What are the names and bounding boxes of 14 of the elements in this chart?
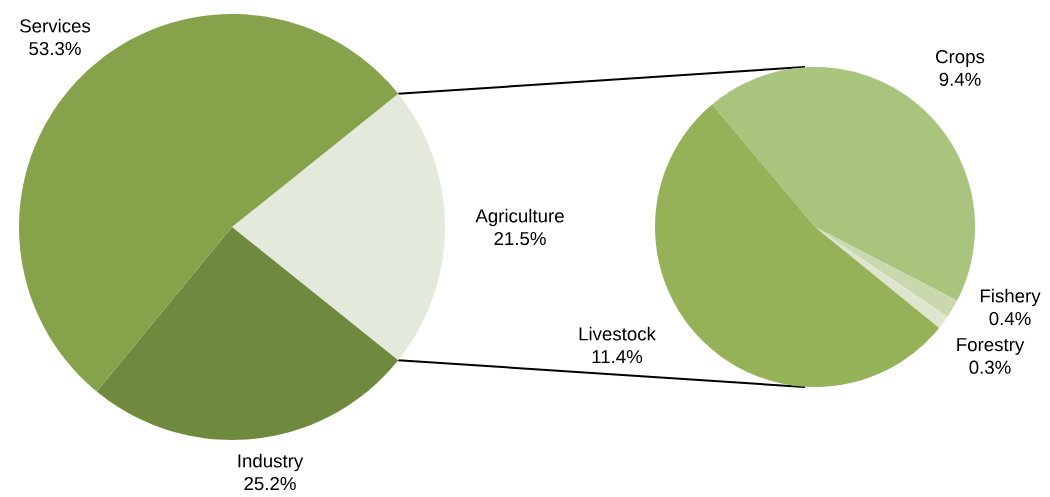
slice-label: Forestry — [957, 338, 1025, 355]
data-label: 21.5% — [494, 231, 546, 246]
data-label: 9.4% — [939, 72, 981, 86]
slice-label: Livestock — [579, 326, 656, 341]
data-label: 25.2% — [244, 476, 296, 491]
slice-label: Agriculture — [475, 208, 564, 227]
slice-label: Fishery — [980, 288, 1041, 307]
slice-label: Services — [20, 18, 91, 33]
data-label: 11.4% — [592, 350, 643, 364]
slice-label: Industry — [238, 453, 304, 472]
data-label: 0.3% — [969, 360, 1011, 374]
data-label: 0.4% — [989, 311, 1031, 326]
data-label: 53.3% — [29, 41, 81, 56]
slice-label: Crops — [936, 50, 985, 67]
